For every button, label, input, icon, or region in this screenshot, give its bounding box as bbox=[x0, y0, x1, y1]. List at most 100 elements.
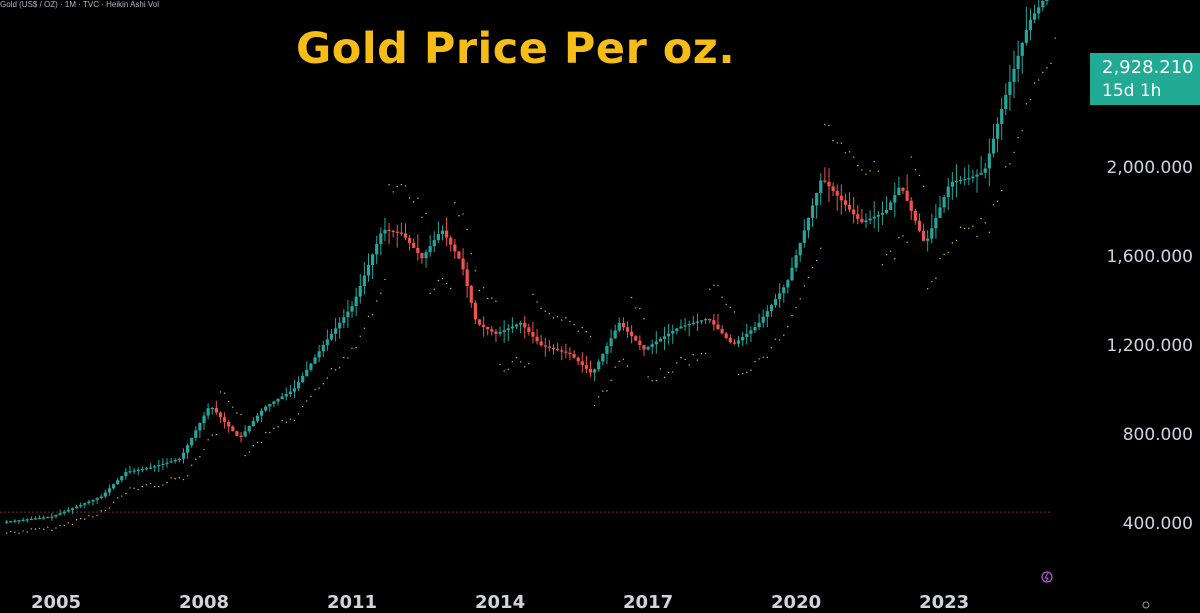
sar-dot bbox=[55, 527, 57, 529]
sar-dot bbox=[38, 527, 41, 530]
x-tick-label: 2005 bbox=[31, 592, 81, 613]
sar-dot bbox=[606, 390, 608, 392]
candle-body bbox=[810, 205, 815, 218]
sar-dot bbox=[630, 296, 633, 299]
candle-body bbox=[399, 232, 403, 234]
sar-dot bbox=[75, 519, 78, 521]
candle-body bbox=[765, 310, 769, 317]
candle-body bbox=[543, 345, 547, 347]
sar-dot bbox=[885, 253, 888, 256]
candle-body bbox=[383, 229, 387, 234]
candle-body bbox=[917, 220, 922, 231]
sar-dot bbox=[1029, 98, 1032, 101]
sar-dot bbox=[149, 482, 152, 485]
sar-dot bbox=[536, 301, 538, 303]
candle-body bbox=[50, 516, 54, 518]
candle-body bbox=[453, 244, 457, 252]
sar-dot bbox=[894, 258, 896, 260]
candle-body bbox=[33, 518, 38, 520]
sar-dot bbox=[598, 396, 600, 398]
candle-body bbox=[473, 302, 477, 320]
sar-dot bbox=[22, 530, 24, 532]
sar-dot bbox=[1009, 163, 1011, 165]
candle-body bbox=[268, 403, 272, 407]
candle-body bbox=[416, 247, 420, 254]
sar-dot bbox=[182, 478, 185, 481]
candle-body bbox=[872, 216, 876, 219]
sar-dot bbox=[848, 151, 851, 153]
candle-body bbox=[778, 293, 782, 300]
sar-dot bbox=[1033, 82, 1036, 84]
sar-dot bbox=[108, 507, 111, 509]
candle-body bbox=[527, 327, 531, 333]
sar-dot bbox=[215, 433, 218, 436]
candle-body bbox=[642, 345, 646, 350]
sar-dot bbox=[178, 477, 181, 479]
candle-body bbox=[761, 316, 765, 323]
sar-dot bbox=[815, 259, 818, 262]
candle-body bbox=[852, 209, 856, 215]
candle-body bbox=[486, 326, 490, 330]
candle-body bbox=[658, 338, 663, 342]
sar-dot bbox=[145, 484, 148, 486]
candle-body bbox=[597, 361, 601, 370]
sar-dot bbox=[454, 201, 456, 204]
candle-body bbox=[889, 202, 893, 210]
sar-dot bbox=[729, 306, 732, 309]
candle-body bbox=[819, 180, 823, 193]
sar-dot bbox=[347, 357, 349, 359]
sar-dot bbox=[918, 174, 921, 177]
candle-body bbox=[395, 231, 399, 233]
candle-body bbox=[366, 265, 371, 276]
candle-body bbox=[362, 275, 366, 287]
candle-body bbox=[255, 415, 260, 421]
candle-body bbox=[333, 328, 338, 334]
candle-body bbox=[683, 325, 687, 327]
candle-body bbox=[934, 217, 938, 229]
candle-body bbox=[432, 240, 436, 247]
sar-dot bbox=[466, 228, 468, 231]
candle-body bbox=[782, 287, 786, 294]
candle-body bbox=[831, 186, 835, 192]
sar-dot bbox=[244, 454, 246, 457]
candle-body bbox=[99, 496, 103, 499]
sar-dot bbox=[59, 524, 61, 527]
candle-body bbox=[436, 234, 440, 241]
sar-dot bbox=[577, 330, 579, 332]
candle-body bbox=[157, 465, 161, 467]
sar-dot bbox=[635, 307, 637, 309]
candle-body bbox=[169, 461, 173, 463]
candle-body bbox=[1032, 13, 1037, 20]
sar-dot bbox=[787, 325, 789, 328]
sar-dot bbox=[643, 318, 645, 320]
sar-dot bbox=[380, 292, 382, 294]
sar-dot bbox=[717, 284, 719, 287]
sar-dot bbox=[639, 307, 641, 310]
sar-dot bbox=[293, 419, 296, 422]
sar-dot bbox=[207, 439, 209, 441]
sar-dot bbox=[931, 280, 933, 283]
candle-body bbox=[165, 462, 169, 464]
sar-dot bbox=[236, 412, 238, 414]
sar-dot bbox=[219, 391, 222, 393]
y-tick-label: 1,200.000 bbox=[1106, 336, 1193, 356]
candle-body bbox=[646, 346, 650, 350]
sar-dot bbox=[511, 360, 514, 363]
candle-body bbox=[699, 320, 704, 322]
candle-body bbox=[420, 253, 424, 259]
sar-dot bbox=[947, 251, 949, 254]
candle-body bbox=[1008, 81, 1012, 95]
candle-body bbox=[749, 330, 753, 334]
candle-body bbox=[198, 423, 202, 431]
candle-body bbox=[132, 470, 136, 472]
sar-dot bbox=[306, 400, 308, 402]
candle-body bbox=[860, 218, 864, 223]
sar-dot bbox=[248, 451, 250, 453]
candle-body bbox=[116, 480, 120, 485]
sar-dot bbox=[96, 514, 98, 516]
sar-dot bbox=[844, 152, 847, 154]
sar-dot bbox=[474, 270, 477, 272]
sar-dot bbox=[992, 204, 995, 206]
candle-body bbox=[190, 437, 194, 446]
